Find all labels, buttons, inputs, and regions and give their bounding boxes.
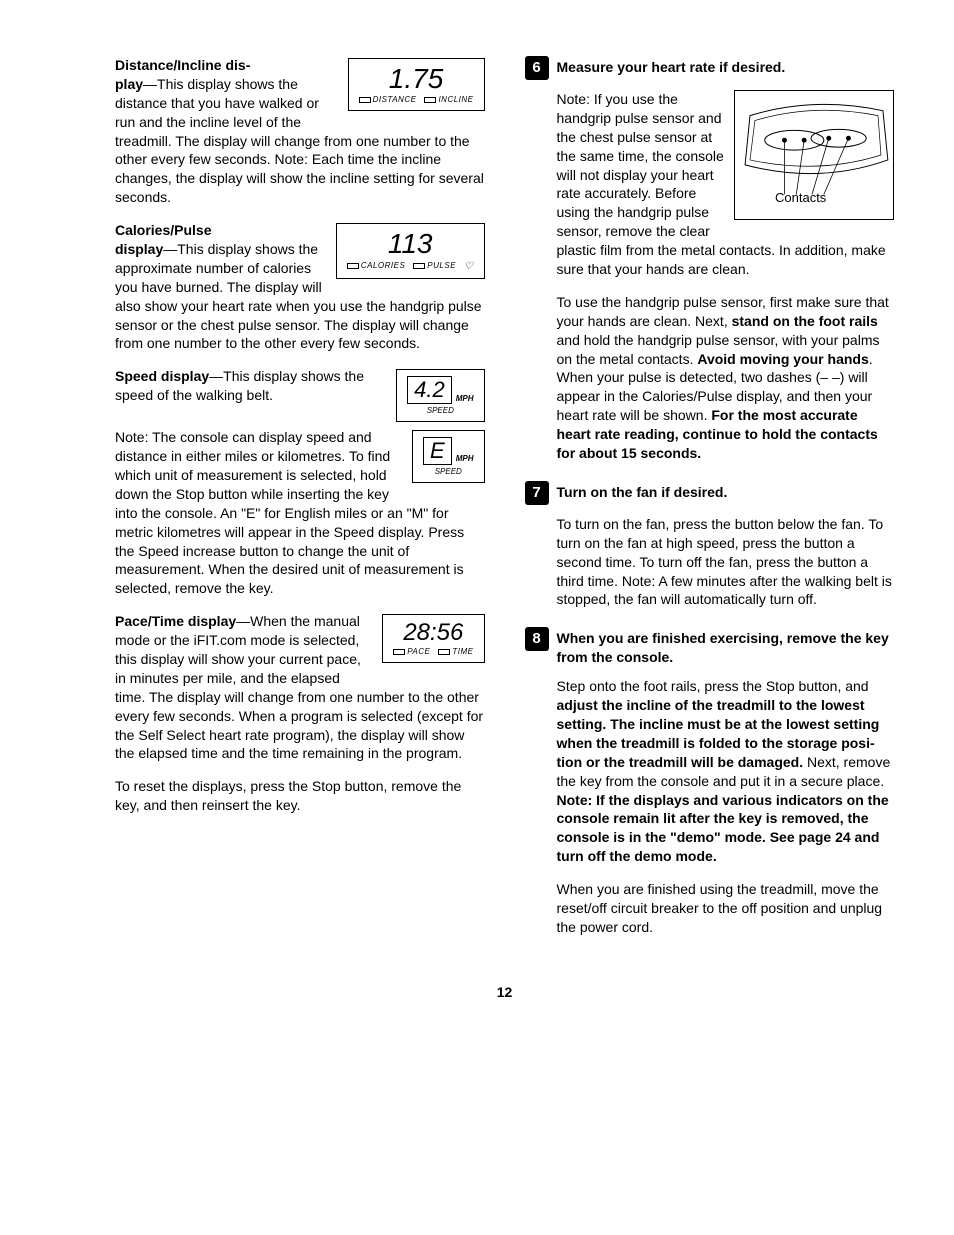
speed-label-2: SPEED (423, 467, 473, 478)
step-number-8: 8 (525, 627, 549, 651)
step-number-7: 7 (525, 481, 549, 505)
pulse-label: PULSE (413, 261, 456, 272)
step-8-header: 8 When you are finished exercising, remo… (525, 627, 895, 667)
step-8-title: When you are finished exercising, remove… (557, 627, 895, 667)
step-7-p1: To turn on the fan, press the button bel… (557, 515, 895, 609)
step-8-p2: When you are finished using the treadmil… (557, 880, 895, 937)
left-column: 1.75 DISTANCE INCLINE Distance/Incline d… (115, 56, 485, 955)
time-label: TIME (438, 647, 473, 658)
right-column: 6 Measure your heart rate if desired. (525, 56, 895, 955)
treadmill-console-figure: Contacts (734, 90, 894, 220)
distance-value: 1.75 (359, 65, 474, 93)
incline-label: INCLINE (424, 95, 473, 106)
step-7-body: To turn on the fan, press the button bel… (557, 515, 895, 609)
speed-value: 4.2 (414, 379, 445, 401)
page-number: 12 (115, 983, 894, 1002)
step-6-header: 6 Measure your heart rate if desired. (525, 56, 895, 80)
speed-label: SPEED (407, 406, 473, 417)
distance-label: DISTANCE (359, 95, 417, 106)
pace-value: 28:56 (393, 621, 473, 645)
distance-incline-figure: 1.75 DISTANCE INCLINE (348, 58, 485, 111)
mph-label: MPH (456, 394, 474, 405)
step-6-p2: To use the handgrip pulse sensor, first … (557, 293, 895, 463)
step-number-6: 6 (525, 56, 549, 80)
contacts-label: Contacts (775, 189, 826, 207)
mph-label-2: MPH (456, 454, 474, 465)
step-6-body: Contacts Note: If you use the handgrip p… (557, 90, 895, 463)
units-value: E (430, 440, 445, 462)
step-8-p1: Step onto the foot rails, press the Stop… (557, 677, 895, 866)
two-column-layout: 1.75 DISTANCE INCLINE Distance/Incline d… (115, 56, 894, 955)
calories-value: 113 (347, 230, 474, 258)
pace-time-figure: 28:56 PACE TIME (382, 614, 484, 663)
heart-icon: ♡ (464, 260, 473, 274)
step-6-title: Measure your heart rate if desired. (557, 56, 786, 77)
step-7-header: 7 Turn on the fan if desired. (525, 481, 895, 505)
calories-pulse-figure: 113 CALORIES PULSE ♡ (336, 223, 485, 279)
reset-paragraph: To reset the displays, press the Stop bu… (115, 777, 485, 815)
calories-label: CALORIES (347, 261, 405, 272)
units-figure: E MPH SPEED (412, 430, 484, 483)
pace-label: PACE (393, 647, 430, 658)
step-8-body: Step onto the foot rails, press the Stop… (557, 677, 895, 937)
step-7-title: Turn on the fan if desired. (557, 481, 728, 502)
speed-figure: 4.2 MPH SPEED (396, 369, 484, 422)
